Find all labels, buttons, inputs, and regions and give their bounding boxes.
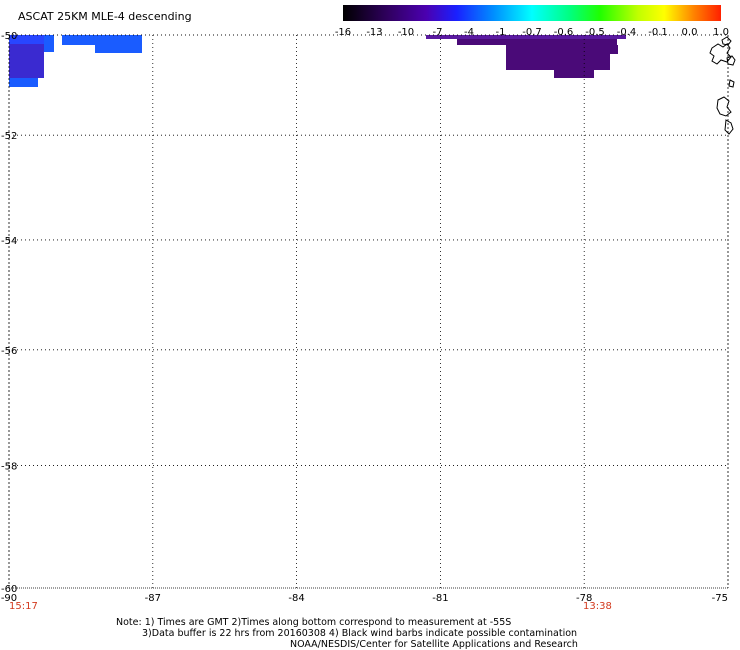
note-line-2: 3)Data buffer is 22 hrs from 20160308 4)… bbox=[142, 628, 577, 639]
latitude-label: -54 bbox=[1, 236, 17, 247]
swath-cell bbox=[554, 70, 594, 78]
swath-cell bbox=[426, 35, 626, 39]
time-label-end: 13:38 bbox=[583, 601, 612, 612]
map-title: ASCAT 25KM MLE-4 descending bbox=[18, 10, 192, 23]
longitude-label: -84 bbox=[288, 593, 304, 604]
colorbar-label: -1 bbox=[496, 27, 506, 38]
data-swath-west bbox=[9, 35, 142, 87]
colorbar-label: -0.5 bbox=[585, 27, 605, 38]
latitude-label: -60 bbox=[1, 584, 17, 595]
swath-cell bbox=[9, 78, 38, 87]
colorbar-label: -13 bbox=[366, 27, 382, 38]
longitude-label: -75 bbox=[712, 593, 728, 604]
latitude-label: -50 bbox=[1, 31, 17, 42]
colorbar-label: -10 bbox=[398, 27, 414, 38]
colorbar-label: 0.0 bbox=[682, 27, 698, 38]
longitude-label: -81 bbox=[432, 593, 448, 604]
coastline bbox=[709, 36, 736, 135]
longitude-label: -87 bbox=[145, 593, 161, 604]
latitude-labels: -50 -52 -54 -56 -58 -60 bbox=[1, 31, 17, 595]
swath-cell bbox=[9, 44, 44, 78]
note-line-1: Note: 1) Times are GMT 2)Times along bot… bbox=[116, 617, 511, 628]
map-frame bbox=[8, 34, 729, 589]
colorbar-label: -7 bbox=[433, 27, 443, 38]
note-line-3: NOAA/NESDIS/Center for Satellite Applica… bbox=[290, 639, 578, 650]
colorbar-label: -4 bbox=[464, 27, 474, 38]
colorbar-label: -16 bbox=[335, 27, 351, 38]
colorbar-label: -0.7 bbox=[522, 27, 542, 38]
colorbar: -16 -13 -10 -7 -4 -1 -0.7 -0.6 -0.5 -0.4 -0.1 0.0 1.… bbox=[335, 5, 729, 38]
graticule bbox=[8, 34, 729, 589]
latitude-label: -56 bbox=[1, 346, 17, 357]
colorbar-label: -0.4 bbox=[617, 27, 637, 38]
swath-cell bbox=[62, 35, 142, 45]
swath-cell bbox=[457, 39, 617, 45]
swath-cell bbox=[95, 45, 142, 53]
data-swath-east bbox=[426, 35, 626, 78]
swath-cell bbox=[506, 54, 610, 70]
swath-cell bbox=[506, 45, 618, 54]
longitude-labels: -90 -87 -84 -81 -78 -75 bbox=[1, 593, 728, 604]
longitude-label: -90 bbox=[1, 593, 17, 604]
colorbar-label: -0.1 bbox=[648, 27, 668, 38]
colorbar-gradient bbox=[343, 5, 721, 21]
longitude-label: -78 bbox=[576, 593, 592, 604]
latitude-label: -58 bbox=[1, 462, 17, 473]
latitude-label: -52 bbox=[1, 131, 17, 142]
time-label-start: 15:17 bbox=[9, 601, 38, 612]
colorbar-labels: -16 -13 -10 -7 -4 -1 -0.7 -0.6 -0.5 -0.4 -0.1 0.0 1.… bbox=[335, 27, 729, 38]
colorbar-label: -0.6 bbox=[554, 27, 574, 38]
colorbar-label: 1.0 bbox=[713, 27, 729, 38]
